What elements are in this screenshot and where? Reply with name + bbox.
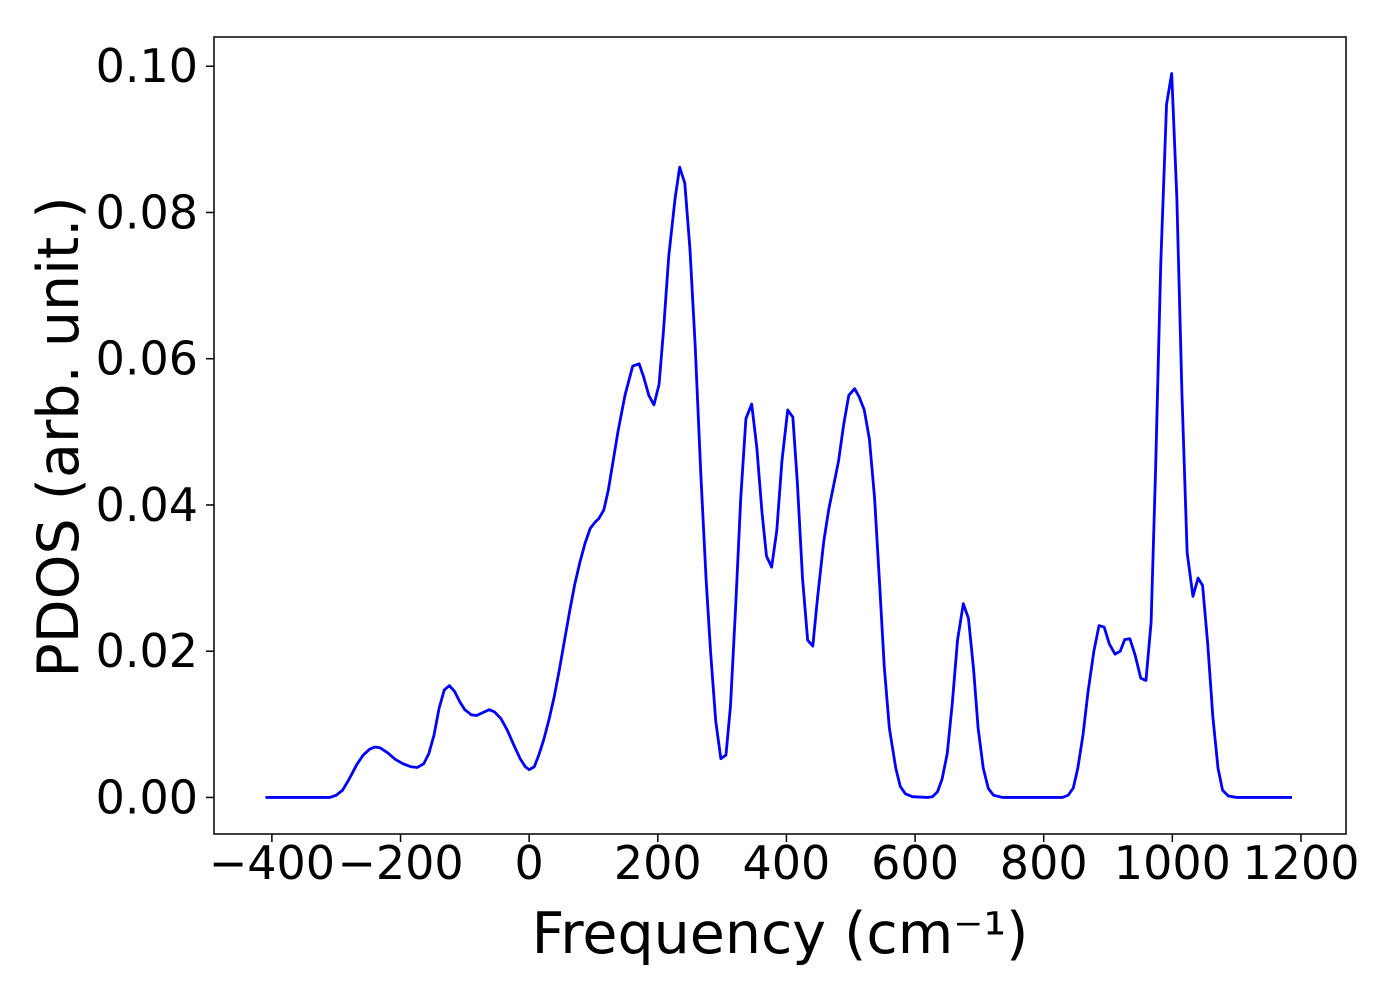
y-tick-label: 0.10 bbox=[96, 39, 198, 93]
x-tick-label: 1200 bbox=[1242, 836, 1359, 890]
data-line bbox=[265, 72, 1292, 799]
x-axis-label: Frequency (cm⁻¹) bbox=[532, 901, 1029, 967]
y-tick-label: 0.02 bbox=[96, 624, 198, 678]
y-tick-label: 0.00 bbox=[96, 770, 198, 824]
x-tick-label: 400 bbox=[743, 836, 831, 890]
x-tick-label: −200 bbox=[337, 836, 463, 890]
y-tick-label: 0.06 bbox=[96, 332, 198, 386]
x-tick-label: 0 bbox=[515, 836, 544, 890]
x-tick-label: 600 bbox=[871, 836, 959, 890]
x-tick-label: −400 bbox=[209, 836, 335, 890]
x-tick-label: 1000 bbox=[1114, 836, 1231, 890]
x-tick-label: 200 bbox=[614, 836, 702, 890]
y-tick-label: 0.04 bbox=[96, 478, 198, 532]
plot-frame bbox=[213, 36, 1347, 835]
x-tick-label: 800 bbox=[1000, 836, 1088, 890]
y-axis-label: PDOS (arb. unit.) bbox=[26, 196, 92, 677]
y-tick-label: 0.08 bbox=[96, 185, 198, 239]
